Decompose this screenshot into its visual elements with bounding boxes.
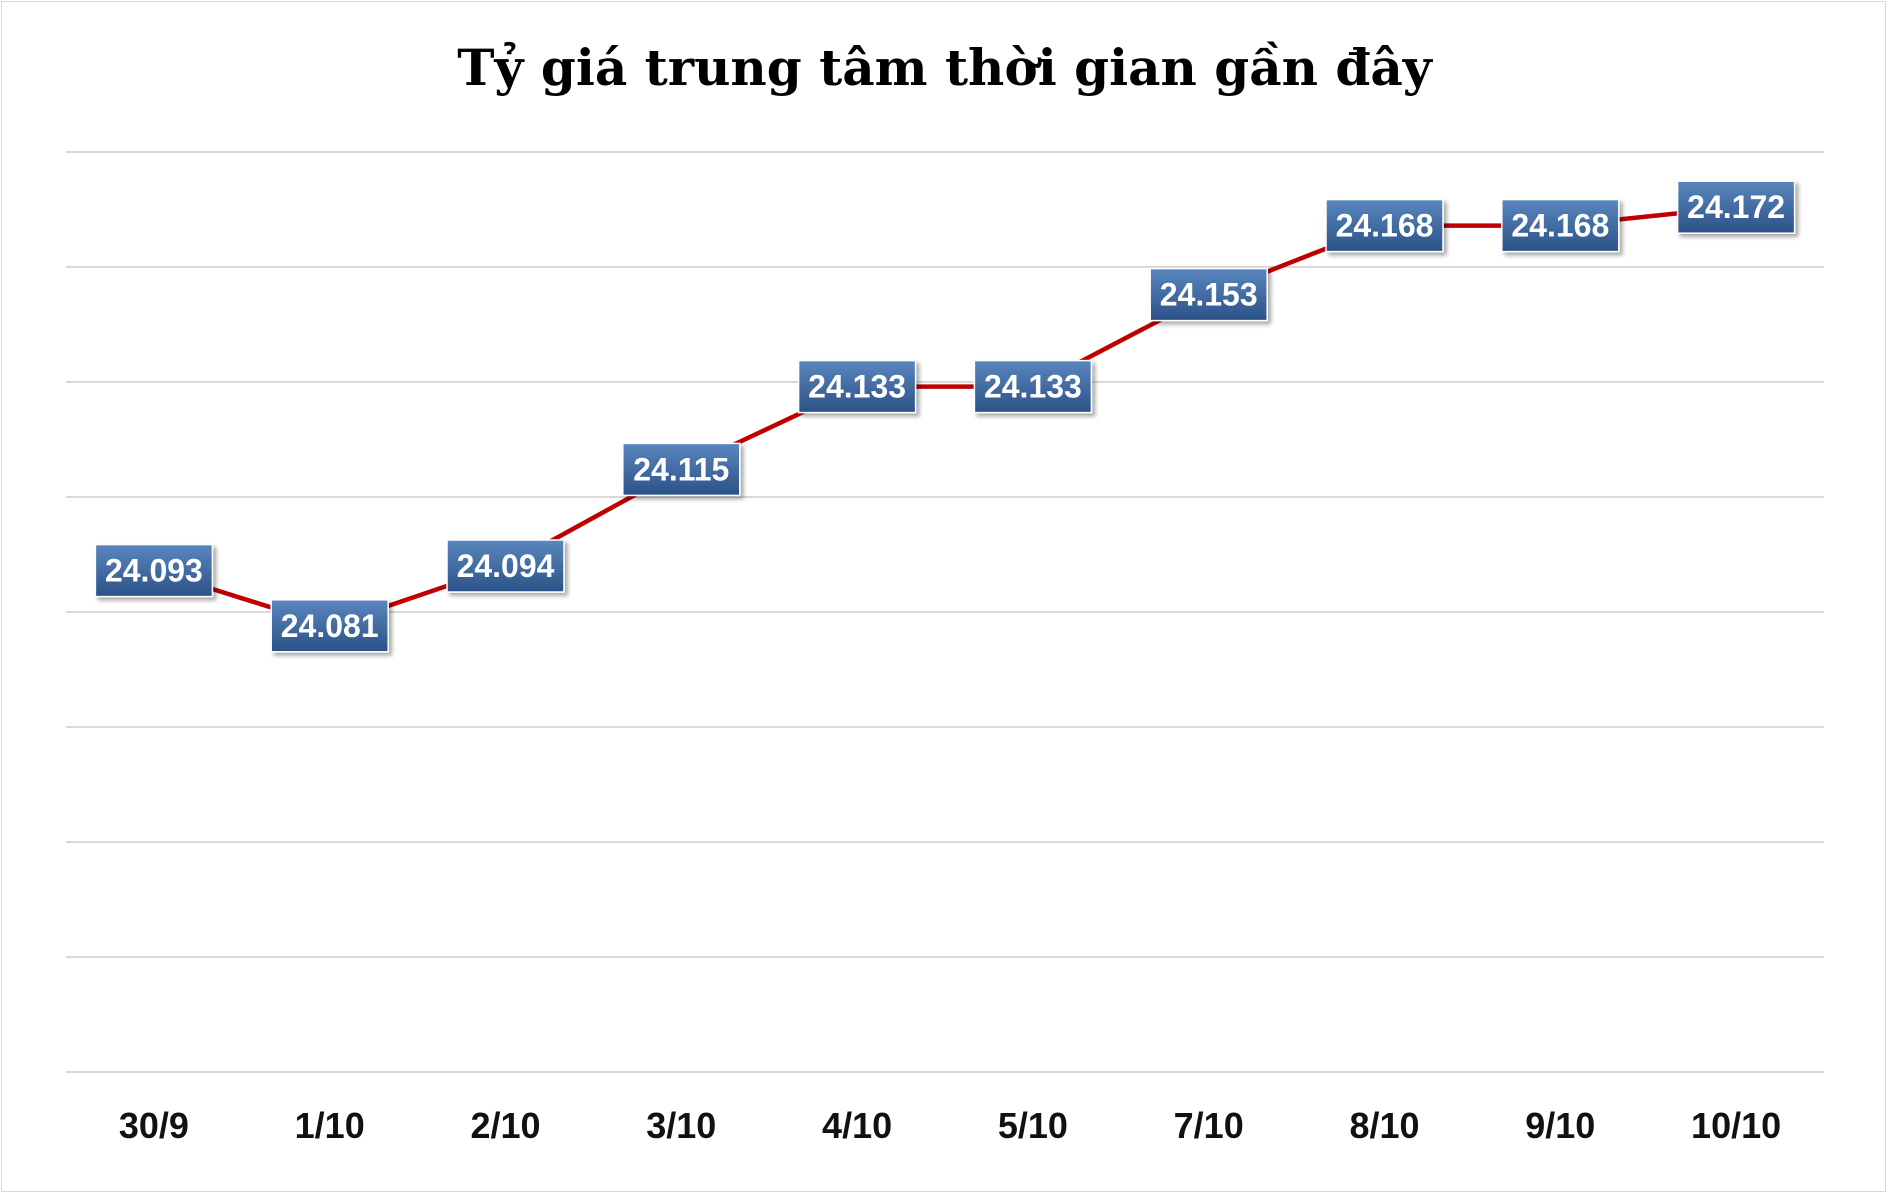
data-label-box (270, 599, 389, 653)
data-label-box (446, 539, 565, 593)
data-label-text: 24.081 (281, 608, 379, 644)
data-label: 24.168 (1501, 198, 1620, 253)
x-tick-label: 5/10 (998, 1105, 1068, 1146)
data-label: 24.133 (973, 359, 1093, 414)
x-tick-label: 2/10 (470, 1105, 540, 1146)
data-label-text: 24.168 (1511, 208, 1609, 244)
data-label-box (1676, 180, 1796, 234)
data-label-box (622, 442, 741, 497)
data-label: 24.094 (446, 539, 565, 593)
series-polyline (151, 204, 1739, 629)
data-label-box (973, 359, 1093, 414)
x-tick-label: 7/10 (1174, 1105, 1244, 1146)
data-label-box (1325, 198, 1444, 253)
x-axis: 30/9 1/10 2/10 3/10 4/10 5/10 7/10 8/10 9/10 10/1… (119, 1105, 1781, 1146)
data-label-text: 24.133 (984, 369, 1082, 405)
data-labels: 24.093 24.081 24.094 24.115 24.133 24.133 24.1… (94, 180, 1796, 653)
x-tick-label: 10/10 (1691, 1105, 1781, 1146)
data-label: 24.153 (1149, 267, 1268, 322)
data-label-text: 24.172 (1687, 189, 1785, 225)
data-label-box (1149, 267, 1268, 322)
x-tick-label: 4/10 (822, 1105, 892, 1146)
data-label: 24.115 (622, 442, 741, 497)
data-label: 24.168 (1325, 198, 1444, 253)
chart-title: Tỷ giá trung tâm thời gian gần đây (457, 38, 1432, 97)
data-label-text: 24.168 (1336, 208, 1434, 244)
data-label-box (1501, 198, 1620, 253)
data-label: 24.081 (270, 599, 389, 653)
data-label-box (797, 359, 917, 414)
x-tick-label: 3/10 (646, 1105, 716, 1146)
data-label-text: 24.094 (457, 548, 555, 584)
x-tick-label: 8/10 (1349, 1105, 1419, 1146)
x-tick-label: 9/10 (1525, 1105, 1595, 1146)
series-line (151, 204, 1739, 629)
data-label-text: 24.133 (808, 369, 906, 405)
data-label: 24.093 (94, 543, 214, 598)
data-label-text: 24.093 (105, 553, 203, 589)
gridlines (66, 151, 1824, 1073)
data-label-text: 24.153 (1160, 277, 1258, 313)
x-tick-label: 1/10 (295, 1105, 365, 1146)
x-tick-label: 30/9 (119, 1105, 189, 1146)
data-label: 24.172 (1676, 180, 1796, 234)
data-label-box (94, 543, 214, 598)
data-label: 24.133 (797, 359, 917, 414)
data-label-text: 24.115 (633, 451, 729, 487)
